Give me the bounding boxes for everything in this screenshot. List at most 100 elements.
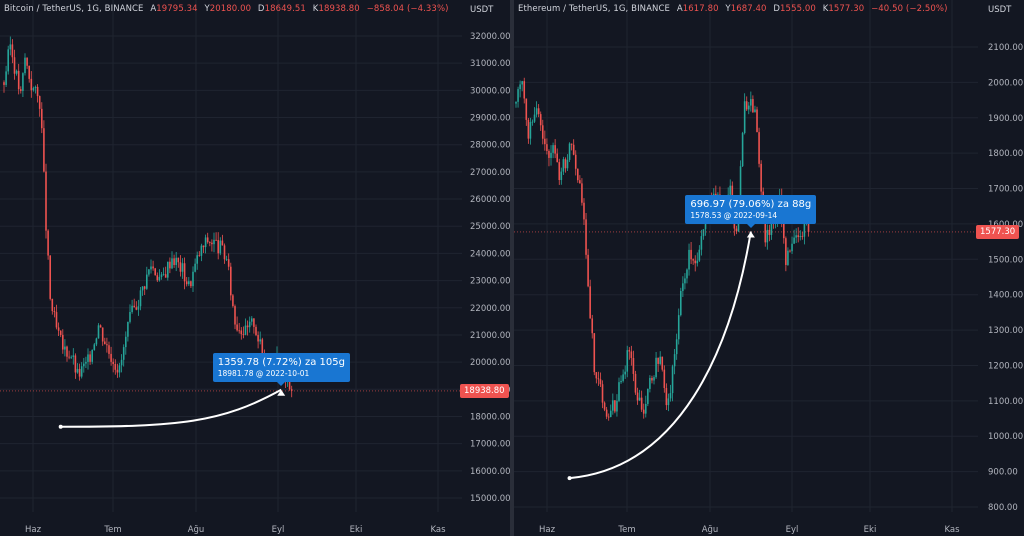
candle-body — [227, 259, 230, 267]
candle-body — [26, 57, 28, 66]
candle-body — [700, 236, 703, 250]
candle-body — [202, 245, 205, 248]
y-tick-label: 23000.00 — [470, 277, 510, 287]
candle-body — [80, 366, 83, 377]
y-tick-label: 1100.00 — [988, 397, 1023, 407]
candle-body — [59, 330, 62, 335]
candle-body — [675, 339, 678, 355]
y-tick-label: 1200.00 — [988, 361, 1023, 371]
candle-body — [694, 260, 697, 264]
candle-body — [743, 101, 746, 134]
y-tick-label: 22000.00 — [470, 304, 510, 314]
btc-change-value: −858.04 (−4.33%) — [366, 4, 449, 14]
candle-body — [225, 259, 228, 261]
eth-chart-pane[interactable]: 2100.00 2000.00 1900.00 1800.00 1700.00 1600.… — [514, 0, 1024, 536]
x-tick-label: Eyl — [786, 525, 799, 535]
y-tick-label: 21000.00 — [470, 331, 510, 341]
btc-close-value: 18938.80 — [318, 4, 360, 14]
candle-body — [24, 57, 26, 74]
candle-body — [665, 388, 668, 406]
candle-body — [607, 416, 610, 418]
candle-body — [735, 228, 738, 232]
candle-body — [156, 275, 159, 281]
candle-body — [799, 236, 802, 238]
candle-body — [760, 163, 762, 192]
candle-body — [682, 283, 684, 291]
candle-body — [525, 98, 528, 120]
candle-body — [644, 403, 647, 414]
x-tick-label: Tem — [103, 525, 121, 535]
candle-body — [570, 143, 573, 145]
candle-body — [624, 371, 626, 375]
candle-body — [591, 318, 594, 334]
candle-body — [30, 78, 33, 91]
candle-body — [583, 202, 585, 220]
candle-body — [587, 254, 589, 287]
candle-body — [17, 70, 20, 90]
x-tick-label: Eki — [864, 525, 877, 535]
btc-chart-svg[interactable]: 32000.00 31000.00 30000.00 29000.00 28000.00… — [0, 0, 510, 536]
measure-arrow-head — [277, 389, 286, 396]
btc-chart-pane[interactable]: 32000.00 31000.00 30000.00 29000.00 28000.00… — [0, 0, 510, 536]
candle-body — [566, 159, 569, 169]
candle-body — [653, 377, 655, 381]
candle-body — [558, 162, 561, 181]
candle-body — [131, 305, 133, 312]
candle-body — [801, 236, 804, 237]
candle-body — [259, 339, 261, 342]
candle-body — [523, 81, 526, 99]
candle-body — [120, 359, 123, 366]
candle-body — [188, 281, 190, 285]
eth-ohlc-header: Ethereum / TetherUS, 1G, BINANCE A1617.8… — [518, 4, 948, 14]
candle-body — [527, 119, 530, 139]
y-tick-label: 2000.00 — [988, 78, 1023, 88]
candle-body — [787, 250, 789, 265]
candle-body — [632, 357, 635, 374]
candle-body — [642, 409, 645, 414]
candle-body — [636, 392, 639, 401]
candle-body — [152, 266, 154, 269]
eth-measure-label: 696.97 (79.06%) za 88g — [690, 198, 812, 210]
candle-body — [215, 239, 217, 241]
candle-body — [548, 150, 550, 158]
candle-body — [560, 171, 563, 181]
btc-ohlc-header: Bitcoin / TetherUS, 1G, BINANCE A19795.3… — [4, 4, 449, 14]
y-tick-label: 29000.00 — [470, 114, 510, 124]
btc-symbol[interactable]: Bitcoin / TetherUS, 1G, BINANCE — [4, 4, 144, 14]
y-tick-label: 30000.00 — [470, 86, 510, 96]
candle-body — [756, 109, 758, 133]
candle-body — [640, 397, 643, 410]
candle-body — [752, 99, 754, 113]
eth-high-value: 1687.40 — [730, 4, 767, 14]
eth-symbol[interactable]: Ethereum / TetherUS, 1G, BINANCE — [518, 4, 671, 14]
btc-measure-tooltip: 1359.78 (7.72%) za 105g 18981.78 @ 2022-… — [212, 352, 350, 386]
candle-body — [104, 341, 106, 345]
eth-unit-label: USDT — [988, 5, 1012, 15]
candle-body — [171, 258, 173, 269]
candle-body — [529, 122, 532, 139]
candle-body — [41, 108, 43, 129]
eth-chart-svg[interactable]: 2100.00 2000.00 1900.00 1800.00 1700.00 1600.… — [514, 0, 1024, 536]
measure-arrow-head — [746, 231, 755, 238]
candle-body — [127, 321, 129, 337]
pane-divider[interactable] — [510, 0, 514, 536]
candle-body — [680, 290, 682, 316]
candle-body — [206, 237, 209, 243]
candle-body — [795, 235, 797, 238]
candle-body — [217, 240, 219, 254]
candle-body — [261, 339, 264, 355]
y-tick-label: 32000.00 — [470, 32, 510, 42]
x-tick-label: Haz — [25, 525, 42, 535]
candle-body — [552, 145, 554, 153]
candle-body — [194, 263, 196, 272]
y-tick-label: 17000.00 — [470, 440, 510, 450]
y-tick-label: 15000.00 — [470, 494, 510, 504]
candle-body — [242, 334, 245, 335]
y-tick-label: 1600.00 — [988, 220, 1023, 230]
candle-body — [581, 183, 583, 203]
candle-body — [167, 261, 169, 278]
candle-body — [612, 400, 614, 411]
candle-body — [5, 71, 7, 85]
candle-body — [190, 281, 192, 287]
candle-body — [754, 109, 756, 113]
